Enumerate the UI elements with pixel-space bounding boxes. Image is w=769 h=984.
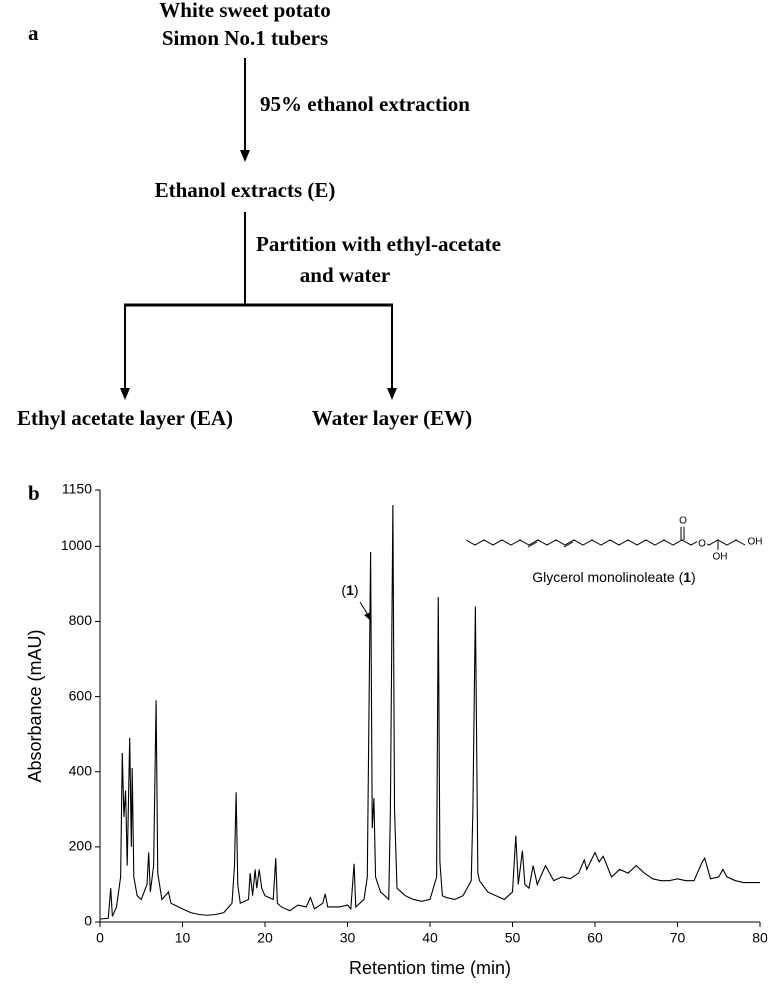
caption-text: ) xyxy=(691,569,696,585)
y-tick-label: 1150 xyxy=(62,481,92,497)
atom: O xyxy=(698,539,706,550)
x-tick-label: 60 xyxy=(587,930,603,946)
peak-label-text: ( xyxy=(341,582,346,598)
arrowhead xyxy=(387,388,397,400)
atom: OH xyxy=(713,552,728,563)
x-tick-label: 70 xyxy=(670,930,686,946)
y-axis-label: Absorbance (mAU) xyxy=(25,629,45,782)
structure-caption: Glycerol monolinoleate (1) xyxy=(532,569,695,585)
arrowhead xyxy=(364,612,371,621)
flowchart: a White sweet potato Simon No.1 tubers 9… xyxy=(17,0,501,430)
y-tick-label: 200 xyxy=(69,838,93,854)
node-text: Ethyl acetate layer (EA) xyxy=(17,406,233,430)
node-text: Ethanol extracts (E) xyxy=(155,178,336,202)
atom: OH xyxy=(748,537,763,548)
edge-label: Partition with ethyl-acetate xyxy=(256,232,501,256)
node-text: Simon No.1 tubers xyxy=(162,26,328,50)
y-tick-label: 400 xyxy=(69,762,93,778)
atom-bg xyxy=(697,538,707,549)
node-text: Water layer (EW) xyxy=(312,406,472,430)
edge-label: and water xyxy=(300,263,390,287)
arrowhead xyxy=(120,388,130,400)
chromatogram: 0 200 400 600 800 1000 1150 0 10 20 30 40 50 60 70 80 Re… xyxy=(25,481,768,978)
y-tick-label: 1000 xyxy=(61,537,92,553)
panel-label: b xyxy=(28,481,40,505)
x-axis-label: Retention time (min) xyxy=(349,958,511,978)
panel-label: a xyxy=(28,21,39,45)
y-tick-label: 600 xyxy=(69,687,93,703)
arrowhead xyxy=(240,150,250,162)
peak-label-number: 1 xyxy=(346,582,354,598)
x-tick-label: 80 xyxy=(752,930,768,946)
y-tick-label: 0 xyxy=(84,913,92,929)
atom: O xyxy=(679,516,687,527)
x-tick-label: 40 xyxy=(422,930,438,946)
x-tick-label: 30 xyxy=(340,930,356,946)
node-text: White sweet potato xyxy=(159,0,330,22)
caption-number: 1 xyxy=(683,569,691,585)
y-tick-label: 800 xyxy=(69,612,93,628)
x-tick-label: 20 xyxy=(257,930,273,946)
edge-label: 95% ethanol extraction xyxy=(260,92,470,116)
peak-arrow xyxy=(359,601,369,616)
peak-label-text: ) xyxy=(354,582,359,598)
double-bond xyxy=(563,541,574,548)
chromatogram-line xyxy=(99,505,760,920)
peak-label: (1) xyxy=(341,582,358,598)
x-tick-label: 50 xyxy=(505,930,521,946)
double-bond xyxy=(527,541,538,548)
caption-text: Glycerol monolinoleate ( xyxy=(532,569,683,585)
x-tick-label: 10 xyxy=(175,930,191,946)
x-tick-label: 0 xyxy=(96,930,104,946)
